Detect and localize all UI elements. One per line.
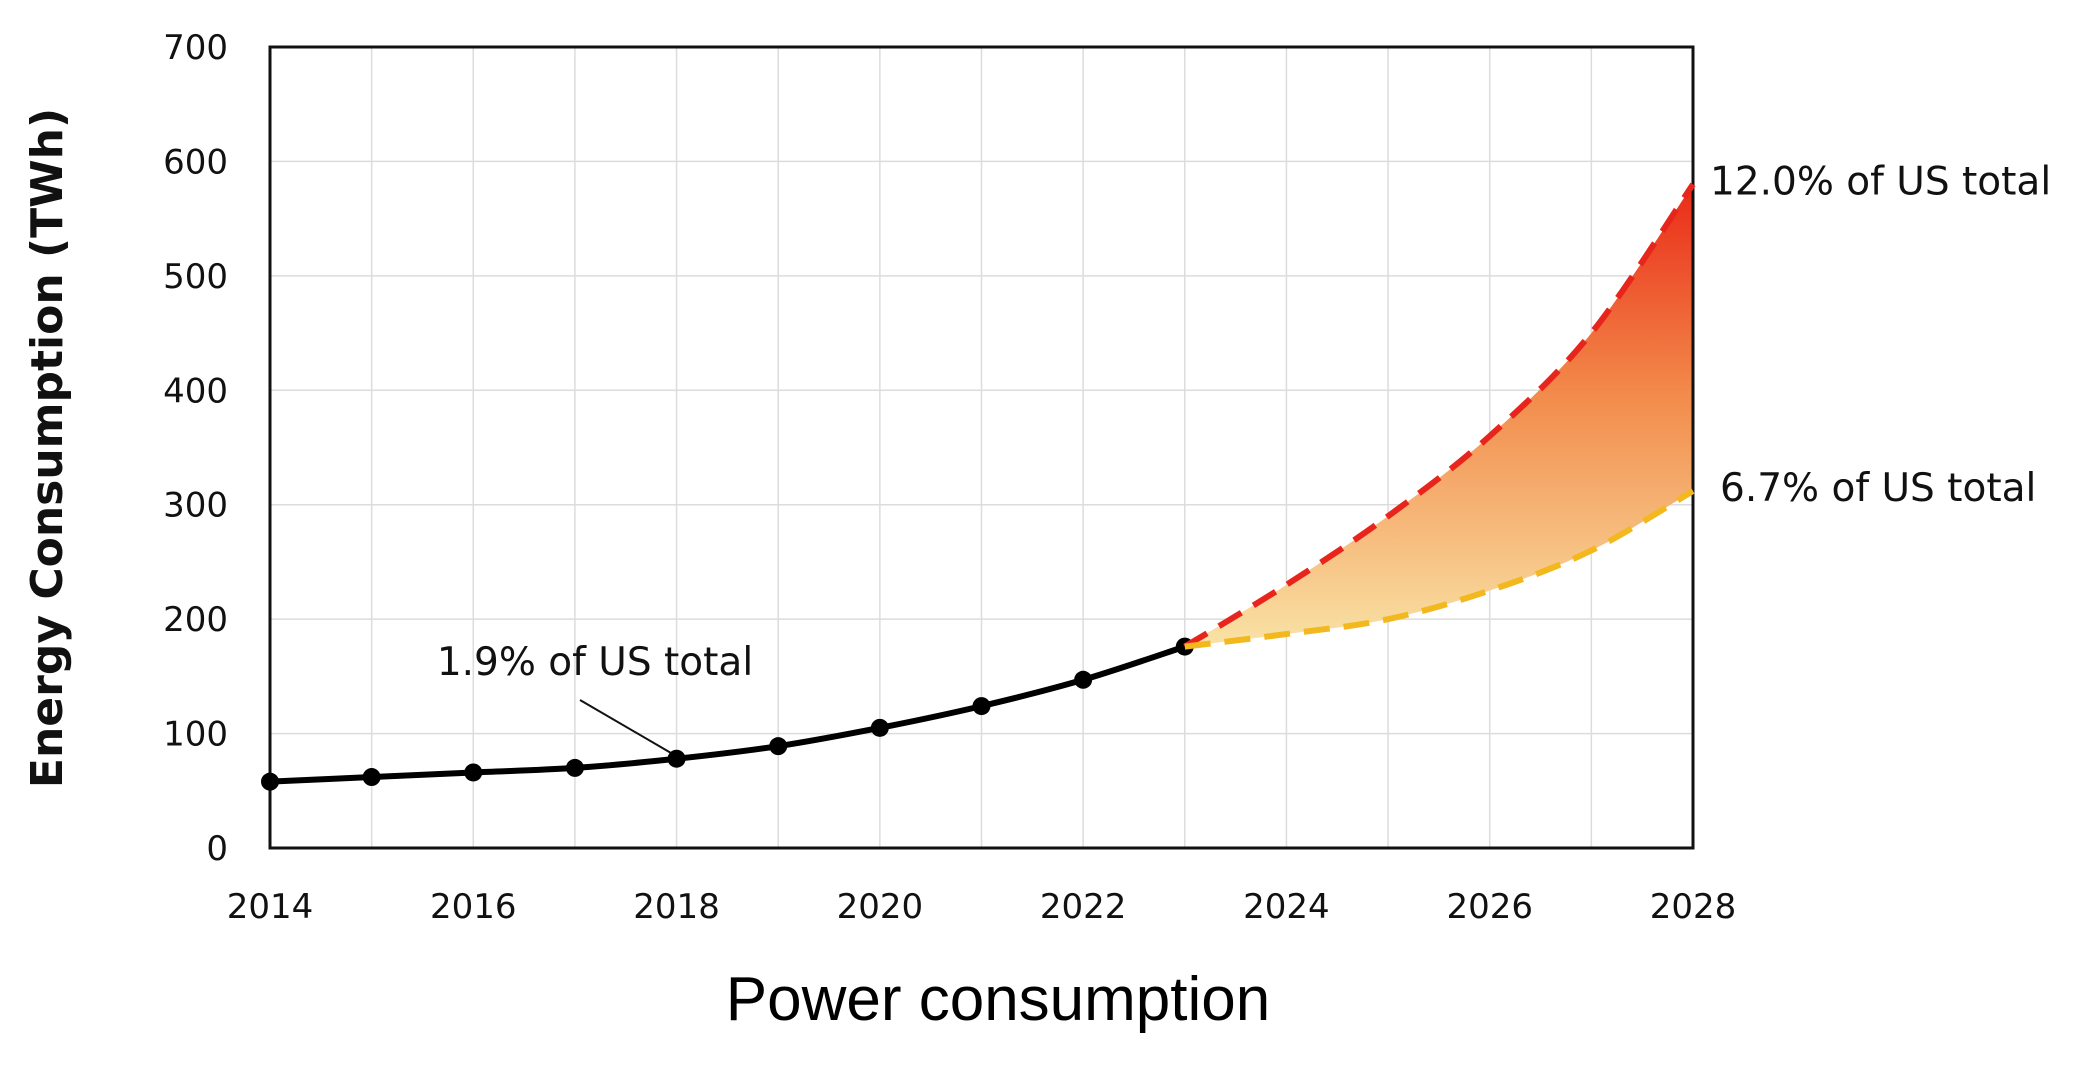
y-tick-label: 600 [163,142,228,182]
x-tick-label: 2016 [430,887,517,927]
data-point-marker [870,718,889,737]
data-point-marker [565,758,584,777]
x-tick-label: 2024 [1243,887,1330,927]
annotation-historical-share: 1.9% of US total [437,640,753,685]
data-point-marker [667,749,686,768]
data-point-marker [464,763,483,782]
series-line-historical [269,643,1186,785]
y-tick-label: 100 [163,715,228,755]
x-tick-label: 2028 [1650,887,1737,927]
y-tick-label: 700 [163,28,228,68]
x-tick-label: 2014 [227,887,314,927]
series-line-low-projection [1184,488,1695,650]
annotation-low-share: 6.7% of US total [1720,466,2036,511]
projection-range-area [1184,184,1693,647]
y-tick-label: 400 [163,371,228,411]
x-axis-label: Power consumption [726,965,1271,1034]
x-tick-label: 2020 [837,887,924,927]
data-point-marker [972,697,991,716]
data-point-marker [769,737,788,756]
data-point-marker [362,768,381,787]
annotation-leader-line [579,699,672,754]
data-series [261,182,1696,791]
data-point-marker [261,772,279,791]
y-tick-label: 0 [206,829,228,869]
y-axis-label: Energy Consumption (TWh) [22,108,73,788]
plot-area-frame [268,45,1695,850]
x-tick-label: 2018 [633,887,720,927]
series-line-high-projection [1183,182,1696,650]
y-tick-label: 200 [163,600,228,640]
data-point-marker [1074,670,1093,689]
axis-ticks: 0 100 200 300 400 500 600 700 2014 2016 2018 2020 20… [163,28,1736,927]
x-tick-label: 2026 [1446,887,1533,927]
annotation-high-share: 12.0% of US total [1710,159,2051,204]
y-tick-label: 500 [163,257,228,297]
y-tick-label: 300 [163,486,228,526]
x-tick-label: 2022 [1040,887,1127,927]
